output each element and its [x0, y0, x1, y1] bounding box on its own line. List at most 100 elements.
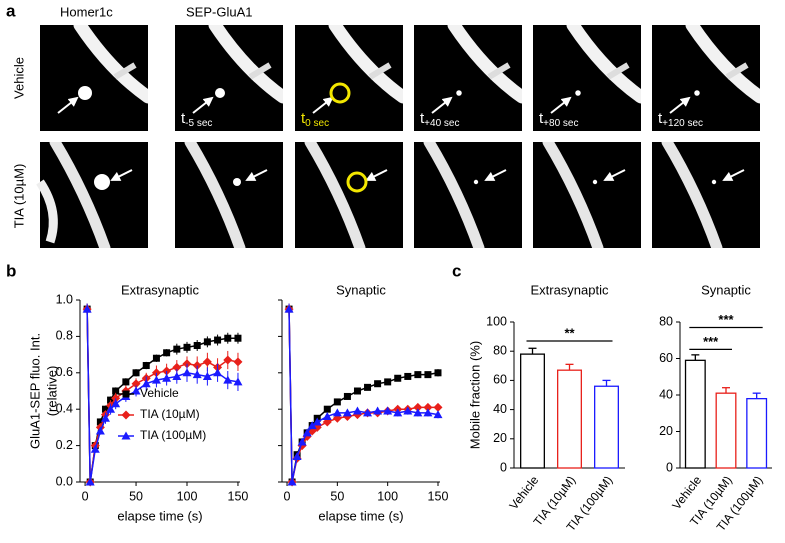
time-base: t: [658, 110, 663, 127]
time-label: t-5 sec: [181, 110, 212, 129]
marker: [131, 379, 141, 389]
row-label: Vehicle: [11, 57, 26, 99]
dendrite: [423, 136, 485, 254]
y-tick-label: 60: [493, 373, 507, 387]
micrograph: [175, 18, 290, 131]
marker: [214, 336, 222, 344]
marker: [234, 334, 242, 342]
x-axis-label: elapse time (s): [318, 508, 403, 523]
time-subscript: +40 sec: [424, 118, 459, 129]
marker: [312, 417, 322, 426]
marker: [403, 406, 413, 415]
marker: [363, 408, 373, 417]
micrograph: [36, 136, 148, 254]
marker: [151, 375, 161, 384]
micrograph: [40, 18, 155, 131]
marker: [373, 406, 383, 415]
marker: [202, 357, 212, 367]
x-tick-label: Vehicle: [507, 473, 542, 512]
marker: [233, 357, 243, 367]
significance-label: ***: [718, 312, 734, 327]
marker: [414, 371, 422, 379]
time-label: t+40 sec: [420, 110, 459, 129]
dendrite-branch: [368, 62, 392, 80]
time-subscript: +80 sec: [543, 118, 578, 129]
arrow: [192, 96, 214, 114]
marker: [364, 383, 372, 391]
row-label: TIA (10µM): [11, 164, 26, 229]
spine: [94, 174, 110, 190]
y-tick-label: 100: [486, 314, 507, 328]
micrograph: [295, 136, 403, 254]
time-subscript: +120 sec: [662, 118, 703, 129]
marker: [322, 411, 332, 420]
time-base: t: [181, 110, 186, 127]
arrow: [245, 169, 268, 181]
y-axis-label: Mobile fraction (%): [467, 341, 482, 449]
marker: [224, 334, 232, 342]
y-tick-label: 0.4: [56, 401, 73, 415]
dendrite: [328, 18, 410, 104]
marker: [213, 368, 223, 377]
marker: [223, 355, 233, 365]
marker: [424, 371, 432, 379]
time-base: t: [539, 110, 544, 127]
micrograph: [533, 136, 641, 254]
chart-title: Extrasynaptic: [530, 282, 609, 297]
marker: [423, 408, 433, 417]
y-axis-label: GluA1-SEP fluo. Int.: [27, 333, 42, 449]
spine: [711, 179, 717, 185]
micrograph: [652, 136, 760, 254]
dendrite: [49, 136, 111, 254]
bar: [557, 369, 582, 469]
marker: [203, 338, 211, 346]
x-axis-label: elapse time (s): [117, 508, 202, 523]
marker: [122, 378, 130, 386]
bar: [715, 392, 737, 469]
marker: [343, 392, 351, 400]
spine: [456, 90, 462, 96]
spine: [78, 86, 92, 100]
marker: [112, 387, 120, 395]
marker: [121, 410, 131, 420]
marker: [393, 408, 403, 417]
marker: [121, 431, 131, 440]
bar: [520, 353, 545, 469]
marker: [85, 477, 95, 486]
marker: [423, 402, 433, 412]
marker: [352, 406, 362, 415]
micrograph: [295, 18, 410, 131]
bar: [684, 359, 706, 469]
time-base: t: [420, 110, 425, 127]
y-tick-label: 0: [500, 460, 507, 474]
x-tick-label: 50: [330, 489, 344, 503]
marker: [132, 369, 140, 377]
x-tick-label: 0: [82, 489, 89, 503]
dendrite: [685, 18, 767, 104]
panel-label: a: [6, 1, 16, 20]
dendrite: [73, 18, 155, 104]
bar: [746, 397, 768, 469]
series-line: [288, 309, 439, 483]
panel-label: c: [452, 261, 461, 280]
arrow: [312, 96, 334, 114]
marker: [100, 413, 110, 422]
spine: [215, 88, 225, 98]
marker: [307, 421, 317, 430]
marker: [182, 368, 192, 377]
y-tick-label: 0.8: [56, 329, 73, 343]
legend-label: Vehicle: [140, 386, 179, 400]
marker: [384, 378, 392, 386]
dendrite: [304, 136, 366, 254]
y-tick-label: 60: [659, 351, 673, 365]
x-tick-label: 100: [177, 489, 198, 503]
micrograph: [652, 18, 767, 131]
spine: [233, 178, 241, 186]
time-label: t+120 sec: [658, 110, 703, 129]
marker: [323, 405, 331, 413]
chart-title: Synaptic: [336, 282, 386, 297]
dendrite-branch: [606, 62, 630, 80]
time-label: t0 sec: [301, 110, 329, 129]
marker: [287, 477, 297, 486]
